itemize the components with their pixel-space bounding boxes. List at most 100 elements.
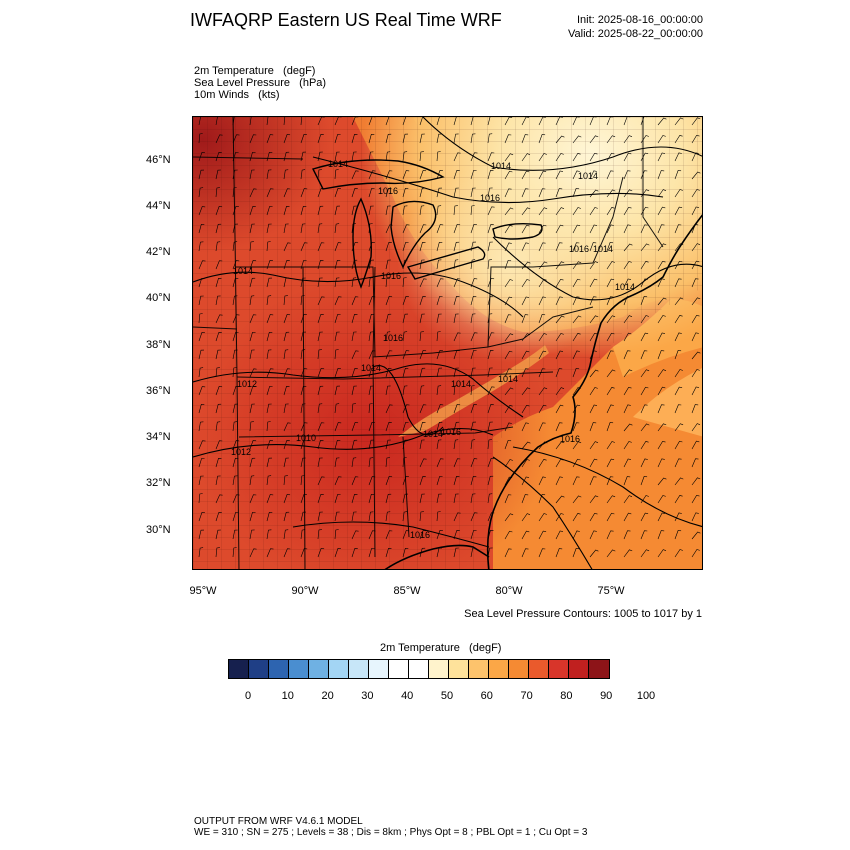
wind-barb	[674, 386, 683, 396]
wind-barb	[691, 297, 701, 306]
wind-barb	[334, 511, 340, 522]
wind-barb	[334, 403, 340, 414]
wind-barb	[402, 331, 408, 342]
wind-barb	[283, 117, 286, 126]
wind-barb	[504, 422, 512, 432]
wind-barb	[674, 477, 684, 486]
wind-barb	[504, 530, 513, 540]
wind-barb	[691, 189, 700, 198]
wind-barb	[674, 332, 682, 342]
wind-barb	[198, 295, 204, 306]
wind-barb	[555, 315, 565, 324]
wind-barb	[470, 404, 477, 414]
wind-barb	[470, 332, 478, 342]
wind-barb	[623, 458, 632, 468]
wind-barb	[232, 403, 239, 414]
wind-barb	[538, 153, 547, 162]
wind-barb	[470, 512, 478, 522]
lat-tick-label: 44°N	[146, 200, 171, 212]
map-panel: 1014 1016 1014 1016 1016 1014 1016 1014 …	[192, 116, 703, 570]
wind-barb	[198, 133, 203, 144]
wind-barb	[266, 169, 272, 180]
wind-barb	[691, 477, 701, 486]
wind-barb	[606, 207, 615, 216]
wind-barb	[487, 241, 493, 252]
wind-barb	[572, 224, 581, 234]
colorbar-swatch	[429, 660, 449, 678]
wind-barb	[368, 511, 374, 522]
colorbar-tick-label: 10	[281, 690, 294, 702]
wind-barb	[504, 170, 513, 180]
wind-barb	[317, 457, 323, 468]
wind-barb	[283, 295, 288, 306]
isobar-label: 1014	[423, 429, 443, 439]
wind-barb	[283, 242, 291, 252]
wind-barb	[266, 206, 273, 216]
wind-barb	[334, 134, 341, 144]
wind-barb	[538, 548, 546, 558]
colorbar-swatch	[229, 660, 249, 678]
wind-barb	[351, 439, 358, 450]
wind-barb	[487, 439, 492, 450]
wind-barb	[300, 386, 307, 396]
wind-barb	[470, 439, 476, 450]
wind-barb	[351, 259, 358, 270]
wind-barb	[555, 296, 563, 306]
wind-barb	[198, 493, 203, 504]
wind-barb	[351, 205, 357, 216]
wind-barb	[419, 530, 427, 540]
wind-barb	[657, 260, 666, 270]
wind-barb	[640, 458, 648, 468]
wind-barb	[232, 187, 237, 198]
wind-barb	[317, 169, 322, 180]
wind-barb	[419, 117, 423, 126]
wind-barb	[521, 422, 529, 432]
colorbar-swatch	[529, 660, 549, 678]
wind-barb	[266, 134, 274, 144]
wind-barb	[453, 404, 461, 414]
wind-barb	[521, 459, 530, 468]
wind-barb	[385, 296, 393, 306]
wind-barb	[249, 386, 256, 396]
wind-barb	[521, 333, 531, 342]
wind-barb	[640, 369, 650, 378]
wind-barb	[606, 261, 615, 270]
wind-barb	[657, 189, 667, 198]
colorbar-tick-label: 40	[401, 690, 414, 702]
wind-barb	[623, 512, 632, 522]
wind-barb	[351, 530, 359, 540]
wind-barb	[572, 513, 581, 522]
wind-barb	[453, 332, 461, 342]
wind-barb	[623, 170, 631, 180]
wind-barb	[283, 169, 289, 180]
wind-barb	[215, 117, 218, 126]
wind-barb	[215, 421, 221, 432]
wind-barb	[504, 440, 512, 450]
wind-barb	[487, 224, 494, 234]
wind-barb	[283, 440, 290, 450]
wind-barb	[521, 350, 530, 360]
wind-barb	[249, 475, 255, 486]
wind-barb	[572, 530, 580, 540]
valid-time: Valid: 2025-08-22_00:00:00	[568, 28, 703, 40]
wind-barb	[521, 476, 530, 486]
wind-barb	[334, 296, 342, 306]
wind-barb	[453, 117, 457, 126]
wind-barb	[487, 278, 495, 288]
wind-barb	[385, 439, 391, 450]
wind-barb	[215, 277, 222, 288]
wind-barb	[589, 224, 598, 234]
wind-barb	[215, 386, 223, 396]
wind-barb	[402, 457, 407, 468]
wind-barb	[317, 385, 324, 396]
wind-barb	[385, 259, 391, 270]
wind-barb	[402, 368, 409, 378]
wind-barb	[402, 548, 409, 558]
wind-barb	[317, 296, 325, 306]
wind-barb	[351, 457, 357, 468]
wind-barb	[623, 206, 632, 216]
wind-barb	[453, 547, 459, 558]
wind-barb	[623, 530, 631, 540]
wind-barb	[436, 313, 442, 324]
isobar-label: 1016	[441, 427, 461, 437]
